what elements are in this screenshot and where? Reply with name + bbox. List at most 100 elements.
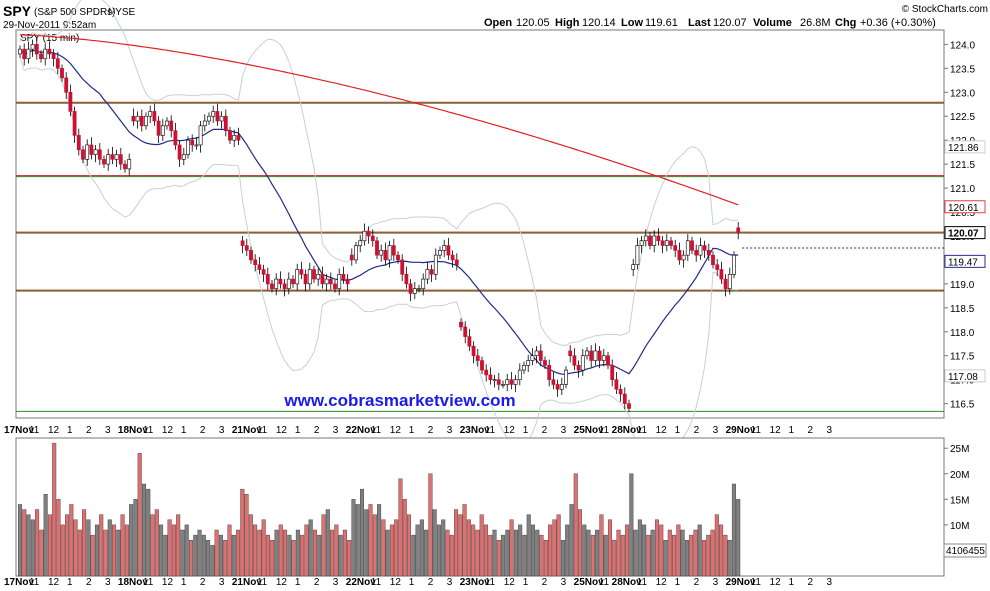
- volume-bar: [52, 442, 57, 577]
- candle-body: [39, 53, 43, 60]
- candle-body: [223, 115, 228, 131]
- candle-body: [22, 48, 27, 60]
- volume-bar: [552, 519, 557, 577]
- candle-body: [442, 245, 447, 251]
- candle-body: [97, 149, 102, 160]
- volume-bar: [680, 529, 685, 577]
- volume-bar: [99, 514, 104, 577]
- candle-body: [648, 235, 652, 246]
- volume-bar: [39, 529, 44, 577]
- volume-bar: [522, 534, 527, 577]
- volume-bar: [539, 534, 544, 577]
- date-axis-label: 2: [428, 577, 434, 588]
- candle-body: [47, 48, 52, 55]
- candle-body: [51, 53, 56, 60]
- candle-body: [580, 355, 585, 371]
- date-axis-label: 1: [67, 577, 73, 588]
- volume-bar: [458, 514, 463, 577]
- candle-body: [34, 44, 39, 55]
- price-tick-label: 121.0: [950, 184, 975, 195]
- date-axis-label: 12: [656, 425, 668, 436]
- candle-body: [484, 369, 489, 376]
- volume-bar: [629, 473, 634, 577]
- volume-bar: [578, 509, 583, 577]
- price-tag-box: [944, 200, 986, 214]
- candle-body: [681, 254, 686, 261]
- candle-body: [270, 283, 274, 289]
- candle-body: [379, 250, 384, 256]
- date-axis-label: 11: [29, 577, 40, 588]
- candle-body: [148, 111, 153, 117]
- date-axis-label: 1: [409, 577, 415, 588]
- candle-body: [358, 240, 363, 246]
- date-axis-label: 3: [827, 425, 833, 436]
- candle-body: [635, 245, 640, 266]
- volume-bar: [650, 529, 655, 577]
- volume-bar: [265, 534, 270, 577]
- volume-bar: [428, 473, 433, 577]
- candle-body: [253, 259, 258, 266]
- candle-body: [60, 68, 64, 79]
- candle-body: [257, 264, 262, 270]
- candle-body: [480, 360, 484, 371]
- volume-bar: [77, 529, 82, 577]
- candle-body: [530, 355, 535, 361]
- date-axis-label: 2: [314, 425, 320, 436]
- candle-body: [303, 273, 308, 285]
- volume-bar: [60, 524, 65, 577]
- date-axis-label: 2: [314, 577, 320, 588]
- volume-bar: [620, 534, 625, 577]
- candle-body: [261, 269, 266, 275]
- price-tick-label: 116.5: [950, 400, 975, 411]
- candle-body: [139, 115, 144, 127]
- volume-bar: [402, 499, 407, 577]
- candle-body: [517, 369, 522, 380]
- sma-short-line: [19, 48, 739, 375]
- date-axis-label: 12: [504, 425, 516, 436]
- candle-body: [114, 154, 119, 160]
- candle-body: [341, 273, 346, 280]
- volume-y-axis: 25M20M15M10M5M: [944, 444, 969, 557]
- date-axis-label: 3: [447, 577, 453, 588]
- date-axis-label: 11: [29, 425, 40, 436]
- candle-body: [354, 245, 358, 261]
- open-value: 120.05: [516, 17, 550, 29]
- date-axis-label: 1: [523, 577, 529, 588]
- candle-body: [391, 245, 396, 256]
- volume-bar: [146, 488, 151, 577]
- volume-bar: [308, 519, 313, 577]
- candle-body: [274, 278, 279, 289]
- volume-bar: [214, 529, 219, 577]
- volume-bar: [501, 534, 506, 577]
- candle-body: [614, 379, 619, 390]
- volume-bar: [582, 524, 587, 577]
- volume-bar: [736, 499, 741, 577]
- candle-body: [736, 227, 741, 233]
- volume-bar: [471, 524, 476, 577]
- volume-bar: [304, 524, 309, 577]
- candle-body: [505, 379, 510, 385]
- date-axis-label: 28Nov: [612, 425, 642, 436]
- price-tag-box: [944, 140, 986, 154]
- volume-bar: [672, 534, 677, 577]
- date-axis-label: 2: [200, 577, 206, 588]
- candle-body: [492, 379, 497, 381]
- volume-tick-label: 25M: [950, 444, 969, 455]
- candle-body: [328, 278, 333, 285]
- volume-bar: [103, 529, 108, 577]
- candle-body: [446, 245, 451, 256]
- volume-bar: [253, 524, 258, 577]
- candle-body: [152, 111, 157, 122]
- volume-bar: [22, 509, 27, 577]
- url-watermark: www.cobrasmarketview.com: [283, 391, 515, 410]
- volume-bar: [150, 514, 155, 577]
- volume-bar: [167, 519, 172, 577]
- date-axis-label: 22Nov: [346, 577, 376, 588]
- candle-body: [572, 355, 577, 366]
- candle-body: [564, 369, 568, 385]
- candle-body: [622, 393, 627, 404]
- volume-bar: [475, 529, 480, 577]
- volume-bar: [723, 534, 728, 577]
- volume-bar: [513, 529, 518, 577]
- candle-body: [425, 269, 430, 280]
